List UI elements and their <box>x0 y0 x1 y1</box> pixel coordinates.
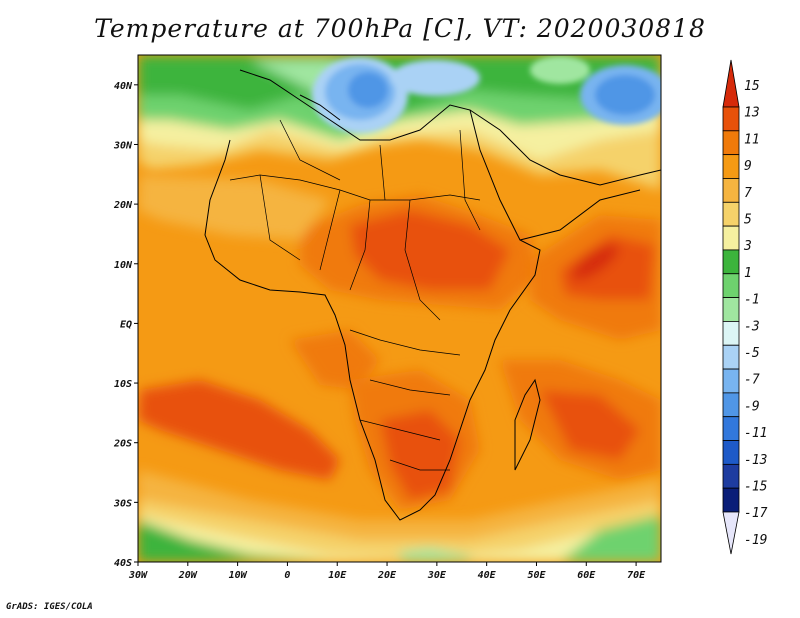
colorbar-swatch <box>722 344 740 370</box>
colorbar-swatch <box>722 487 740 513</box>
lon-tick-label: 50E <box>527 570 546 581</box>
colorbar-label: -11 <box>744 426 767 441</box>
lat-tick-label: 40N <box>114 81 133 92</box>
lon-tick-label: 20E <box>377 570 397 581</box>
colorbar-label: -9 <box>744 399 760 414</box>
lon-tick-label: 70E <box>627 570 646 581</box>
axis-ticks: 30W 20W 10W 0 10E 20E 30E 40E 50E 60E 70E 40N 30N 20N… <box>113 81 646 581</box>
colorbar-swatch <box>722 416 740 441</box>
colorbar-label: -1 <box>744 293 760 308</box>
lon-tick-label: 30W <box>128 570 148 581</box>
colorbar-label: 9 <box>744 159 752 174</box>
colorbar-swatch <box>722 440 740 465</box>
colorbar-label: 5 <box>744 213 752 228</box>
colorbar-label: -13 <box>744 453 767 468</box>
colorbar-top-arrow <box>722 59 740 108</box>
colorbar-swatch <box>722 106 740 132</box>
colorbar-label: -3 <box>744 319 760 334</box>
map-frame <box>137 54 662 563</box>
lat-tick-label: 20S <box>113 439 132 450</box>
southern-cool-belt <box>138 470 661 562</box>
footer-credit: GrADS: IGES/COLA <box>6 602 93 612</box>
colorbar-label: -7 <box>744 373 760 388</box>
southern-africa-warm <box>350 360 661 510</box>
chart-title: Temperature at 700hPa [C], VT: 202003081… <box>94 14 706 43</box>
colorbar-label: -19 <box>744 533 767 548</box>
lat-tick-label: 10N <box>114 260 133 271</box>
lat-tick-label: EQ <box>120 319 132 330</box>
colorbar-label: -15 <box>744 480 768 495</box>
lat-tick-label: 10S <box>114 379 132 390</box>
country-borders <box>229 119 481 471</box>
lon-tick-label: 10E <box>328 570 347 581</box>
colorbar-swatch <box>722 463 740 489</box>
lat-tick-label: 30S <box>113 498 132 509</box>
lon-tick-label: 20W <box>178 570 198 581</box>
colorbar-label: 3 <box>743 239 752 254</box>
lon-tick-label: 10W <box>229 570 248 581</box>
colorbar-label: -17 <box>744 506 768 521</box>
colorbar-swatch <box>722 154 740 179</box>
colorbar-swatch <box>722 130 740 156</box>
colorbar-swatch <box>722 392 740 418</box>
arabian-sea-warm <box>530 215 661 340</box>
colorbar-swatch <box>722 225 740 251</box>
lat-tick-label: 20N <box>113 200 133 211</box>
colorbar-swatch <box>722 368 740 394</box>
colorbar-label: 1 <box>744 266 752 281</box>
colorbar-swatch <box>722 178 740 203</box>
colorbar: 15 13 11 9 7 5 3 1 -1 -3 -5 -7 -9 -11 -13 -15 -17 -19 <box>722 59 768 555</box>
colorbar-swatch <box>722 201 740 227</box>
lon-tick-label: 40E <box>478 570 497 581</box>
colorbar-label: 13 <box>744 106 760 121</box>
colorbar-swatch <box>722 321 740 346</box>
colorbar-swatch <box>722 249 740 275</box>
lon-tick-label: 60E <box>577 570 596 581</box>
sahel-warm-core <box>138 175 540 310</box>
lat-tick-label: 30N <box>113 140 133 151</box>
coastlines <box>204 69 661 521</box>
lon-tick-label: 30E <box>427 570 447 581</box>
colorbar-label: 15 <box>744 79 760 94</box>
mediterranean-cold-pool <box>312 56 661 133</box>
colorbar-label: -5 <box>744 346 760 361</box>
temperature-map <box>138 55 661 562</box>
colorbar-label: 7 <box>744 186 752 201</box>
colorbar-swatch <box>722 297 740 322</box>
colorbar-bottom-arrow <box>722 511 740 555</box>
lat-tick-label: 40S <box>114 558 132 569</box>
colorbar-swatch <box>722 273 740 298</box>
south-atlantic-warm <box>138 330 380 480</box>
lon-tick-label: 0 <box>284 570 290 581</box>
colorbar-label: 11 <box>744 132 760 147</box>
